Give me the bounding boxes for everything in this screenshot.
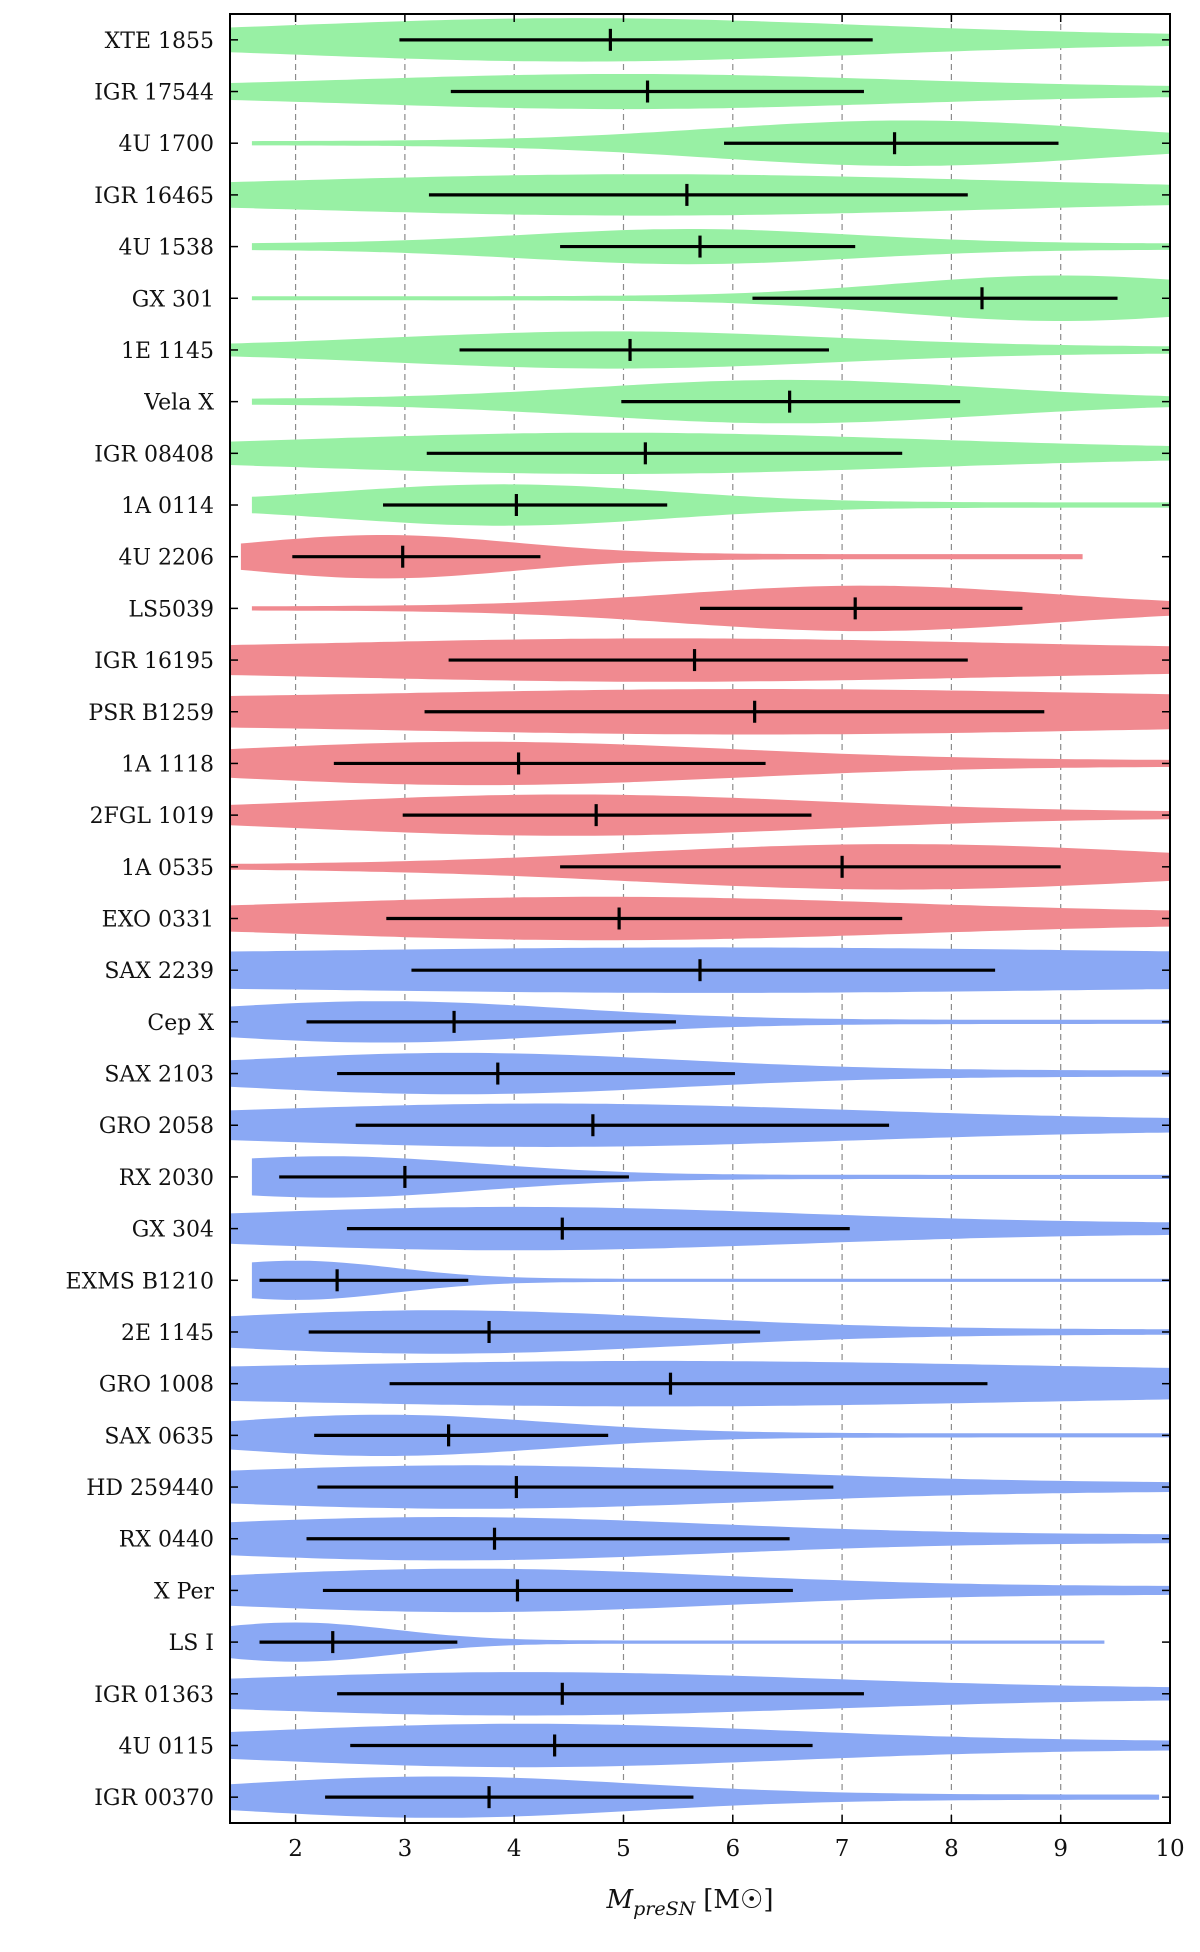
y-tick-label: RX 0440 <box>119 1528 214 1553</box>
y-tick-label: GRO 1008 <box>99 1373 214 1398</box>
y-tick-label: LS I <box>169 1631 214 1656</box>
violin-igr-00370 <box>230 1776 1160 1818</box>
y-tick-label: X Per <box>154 1579 214 1604</box>
y-tick-label: 1A 0535 <box>121 856 214 881</box>
y-tick-label: XTE 1855 <box>105 29 214 54</box>
y-tick-label: RX 2030 <box>119 1166 214 1191</box>
x-tick-label: 4 <box>507 1836 522 1862</box>
y-tick-labels: XTE 1855 IGR 17544 4U 1700 IGR 16465 4U 1538… <box>66 29 215 1811</box>
x-axis-label-unit: [M☉] <box>703 1885 773 1915</box>
violin-1a-0114 <box>251 484 1170 526</box>
y-tick-label: 1E 1145 <box>121 339 214 364</box>
y-tick-label: IGR 08408 <box>94 442 214 467</box>
x-tick-label: 5 <box>616 1836 631 1862</box>
x-tick-label: 2 <box>288 1836 303 1862</box>
y-tick-label: EXMS B1210 <box>66 1269 214 1294</box>
y-tick-label: 1A 0114 <box>121 494 214 519</box>
y-tick-label: EXO 0331 <box>102 908 214 933</box>
violin-4u-1700 <box>251 120 1170 166</box>
x-axis-label-symbol: M <box>606 1885 635 1915</box>
x-tick-label: 3 <box>398 1836 413 1862</box>
y-tick-label: 4U 2206 <box>118 546 214 571</box>
y-tick-label: Vela X <box>143 391 214 416</box>
y-tick-label: Cep X <box>147 1011 214 1036</box>
error-bars <box>259 28 1118 1809</box>
y-tick-label: IGR 16465 <box>94 184 214 209</box>
y-tick-label: SAX 2103 <box>104 1063 214 1088</box>
y-tick-label: PSR B1259 <box>88 701 214 726</box>
y-tick-label: 2FGL 1019 <box>90 804 214 829</box>
violin-sax-0635 <box>230 1414 1170 1456</box>
violin-exms-b1210 <box>251 1260 1170 1300</box>
y-tick-label: 4U 0115 <box>118 1734 214 1759</box>
x-tick-label: 10 <box>1155 1836 1184 1862</box>
y-tick-label: LS5039 <box>128 597 214 622</box>
y-tick-label: GRO 2058 <box>99 1114 214 1139</box>
y-tick-label: SAX 2239 <box>104 959 214 984</box>
violin-cep-x <box>230 1001 1170 1043</box>
y-tick-label: IGR 00370 <box>94 1786 214 1811</box>
violin-4u-2206 <box>240 535 1083 579</box>
x-axis-label-subscript: preSN <box>633 1898 697 1920</box>
x-axis-label: MpreSN [M☉] <box>606 1885 774 1920</box>
axis-ticks <box>230 14 1171 1823</box>
violin-ls-i <box>230 1622 1105 1662</box>
y-tick-label: 4U 1538 <box>118 236 214 261</box>
violin-gx-301 <box>251 275 1170 321</box>
y-tick-label: GX 301 <box>132 287 214 312</box>
x-tick-label: 8 <box>944 1836 959 1862</box>
y-tick-label: IGR 17544 <box>94 81 214 106</box>
y-tick-label: 1A 1118 <box>121 752 214 777</box>
violin-rx-2030 <box>251 1156 1170 1198</box>
x-tick-labels: 2 3 4 5 6 7 8 9 10 <box>288 1836 1184 1862</box>
x-tick-label: 9 <box>1053 1836 1068 1862</box>
y-tick-label: IGR 16195 <box>94 649 214 674</box>
x-tick-label: 7 <box>835 1836 850 1862</box>
y-tick-label: 2E 1145 <box>121 1321 214 1346</box>
y-tick-label: IGR 01363 <box>94 1683 214 1708</box>
x-tick-label: 6 <box>725 1836 740 1862</box>
y-tick-label: GX 304 <box>132 1218 214 1243</box>
y-tick-label: HD 259440 <box>86 1476 214 1501</box>
y-tick-label: SAX 0635 <box>104 1424 214 1449</box>
y-tick-label: 4U 1700 <box>118 132 214 157</box>
